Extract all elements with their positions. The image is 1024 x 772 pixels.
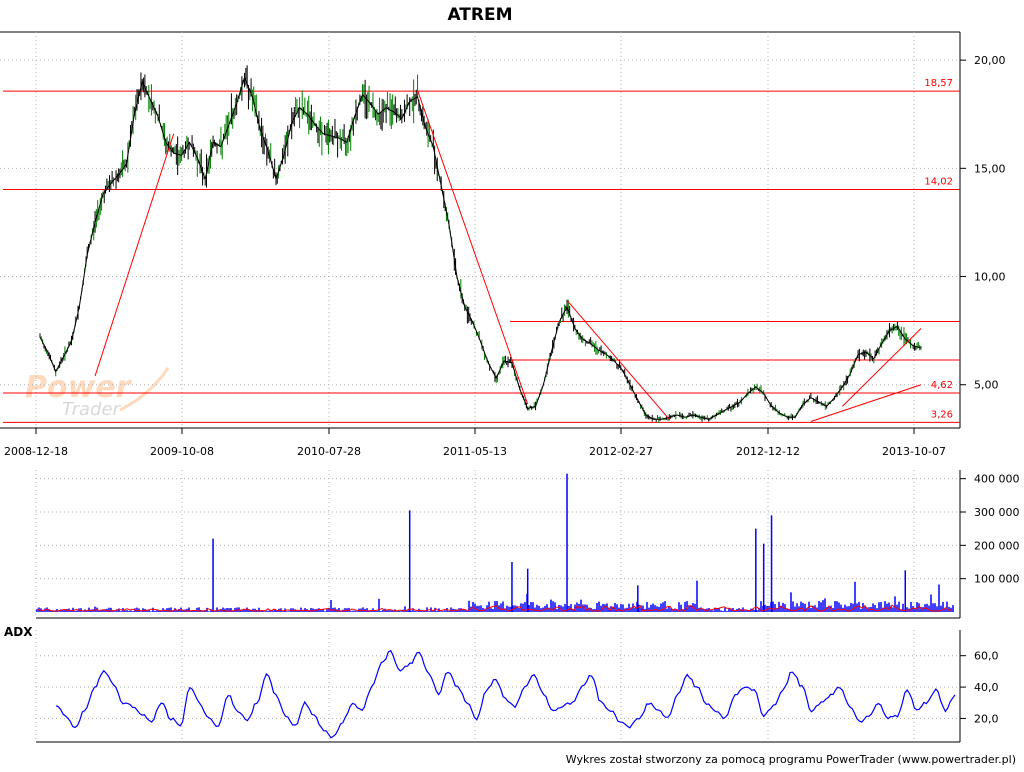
- price-x-tick-label: 2010-07-28: [297, 445, 361, 458]
- price-x-tick-label: 2011-05-13: [443, 445, 507, 458]
- price-x-tick-label: 2013-10-07: [882, 445, 946, 458]
- logo-swoosh-icon: [119, 367, 170, 412]
- price-y-tick-label: 5,00: [974, 379, 999, 392]
- price-line: [39, 75, 922, 420]
- adx-y-tick-label: 40,0: [974, 681, 999, 694]
- adx-line: [55, 649, 956, 739]
- volume-y-tick-label: 200 000: [974, 539, 1020, 552]
- price-x-tick-label: 2008-12-18: [4, 445, 68, 458]
- chart-title: ATREM: [447, 5, 512, 25]
- trend-line: [810, 384, 922, 422]
- level-label: 4,62: [931, 380, 953, 391]
- level-label: 18,57: [924, 78, 953, 89]
- trend-line: [94, 133, 175, 377]
- volume-y-tick-label: 300 000: [974, 506, 1020, 519]
- trend-line: [417, 90, 529, 405]
- price-y-tick-label: 10,00: [974, 271, 1006, 284]
- price-x-tick-label: 2012-12-12: [736, 445, 800, 458]
- volume-y-tick-label: 400 000: [974, 473, 1020, 486]
- level-label: 14,02: [924, 177, 953, 188]
- adx-title: ADX: [4, 625, 33, 639]
- price-y-tick-label: 20,00: [974, 54, 1006, 67]
- trend-line: [841, 328, 922, 407]
- logo-text-power: Power: [25, 370, 133, 405]
- adx-y-tick-label: 60,0: [974, 650, 999, 663]
- footer-credit: Wykres został stworzony za pomocą progra…: [566, 753, 1016, 766]
- price-y-tick-label: 15,00: [974, 162, 1006, 175]
- price-panel: 2008-12-18 2009-10-08 2010-07-28 2011-05-13…: [0, 31, 1006, 458]
- price-x-tick-label: 2012-02-27: [589, 445, 653, 458]
- volume-average-line: [36, 604, 953, 612]
- logo-text-trader: Trader: [62, 399, 122, 420]
- level-label: 3,26: [931, 409, 953, 420]
- price-x-tick-label: 2009-10-08: [150, 445, 214, 458]
- powertrader-logo: Power Trader: [25, 367, 170, 420]
- volume-panel: 400 000 300 000 200 000 100 000: [35, 470, 1020, 619]
- volume-y-tick-label: 100 000: [974, 573, 1020, 586]
- adx-y-tick-label: 20,0: [974, 712, 999, 725]
- adx-panel: ADX 60,0 40,0 20,0: [4, 625, 999, 743]
- trend-line: [566, 300, 670, 420]
